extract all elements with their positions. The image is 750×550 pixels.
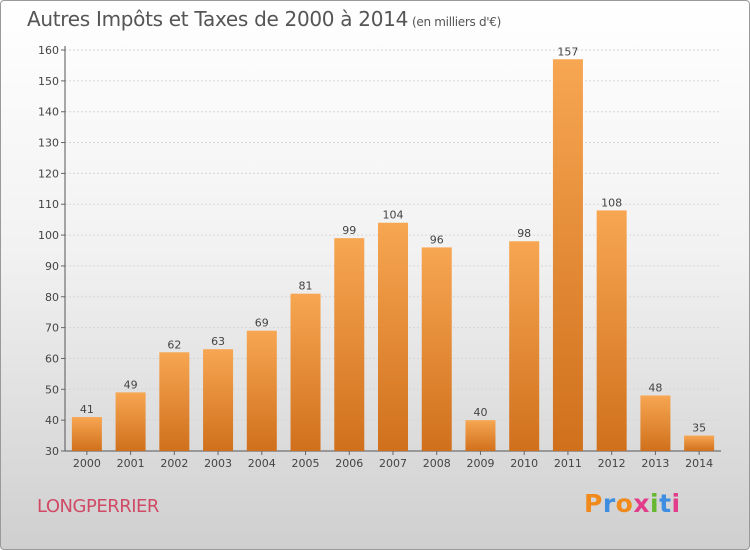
x-tick-label: 2011 [554, 457, 582, 470]
bar-2012 [596, 210, 627, 451]
bar-value-label: 157 [557, 45, 578, 58]
bars [71, 59, 715, 451]
bar-2001 [115, 392, 146, 451]
y-tick-label: 80 [45, 291, 59, 304]
y-tick-label: 150 [38, 75, 59, 88]
logo-letter: i [671, 489, 681, 518]
logo-letter: o [615, 489, 634, 518]
y-tick-label: 70 [45, 322, 59, 335]
bar-2003 [203, 349, 234, 451]
bar-value-label: 49 [124, 378, 138, 391]
bar-2011 [552, 59, 583, 451]
bar-2007 [378, 222, 408, 451]
labels: 30 40 50 60 70 80 90 100 110 120 130 140 150 160 41 200… [38, 44, 713, 470]
x-tick-label: 2008 [423, 457, 451, 470]
bar-2006 [334, 238, 365, 451]
x-tick-label: 2005 [292, 457, 320, 470]
x-tick-label: 2007 [379, 457, 407, 470]
bar-2004 [246, 330, 277, 451]
bar-value-label: 40 [473, 406, 487, 419]
bar-2014 [684, 435, 715, 451]
logo-letter: i [650, 489, 660, 518]
bar-value-label: 41 [80, 403, 94, 416]
title-unit: (en milliers d'€) [412, 15, 502, 29]
proxiti-logo: Proxiti [584, 489, 681, 518]
x-tick-label: 2009 [466, 457, 494, 470]
y-tick-label: 140 [38, 106, 59, 119]
bar-2000 [71, 417, 102, 451]
y-tick-label: 130 [38, 137, 59, 150]
x-tick-label: 2014 [685, 457, 713, 470]
bar-2013 [640, 395, 671, 451]
x-tick-label: 2004 [248, 457, 276, 470]
logo-letter: P [584, 489, 603, 518]
y-tick-label: 30 [45, 445, 59, 458]
bar-value-label: 62 [167, 338, 181, 351]
bar-value-label: 104 [383, 209, 404, 222]
x-tick-label: 2003 [204, 457, 232, 470]
y-tick-label: 100 [38, 229, 59, 242]
x-tick-label: 2002 [160, 457, 188, 470]
x-tick-label: 2013 [641, 457, 669, 470]
title-text: Autres Impôts et Taxes de 2000 à 2014 [27, 7, 408, 31]
y-tick-label: 40 [45, 414, 59, 427]
x-tick-label: 2012 [598, 457, 626, 470]
x-tick-label: 2006 [335, 457, 363, 470]
x-tick-label: 2000 [73, 457, 101, 470]
bar-value-label: 108 [601, 196, 622, 209]
bar-2002 [159, 352, 190, 451]
bar-value-label: 81 [299, 280, 313, 293]
x-tick-label: 2010 [510, 457, 538, 470]
chart-title: Autres Impôts et Taxes de 2000 à 2014 (en… [27, 7, 501, 31]
bar-value-label: 63 [211, 335, 225, 348]
town-name: LONGPERRIER [37, 496, 159, 517]
y-tick-label: 90 [45, 260, 59, 273]
bar-2008 [421, 247, 452, 451]
bar-value-label: 69 [255, 317, 269, 330]
logo-letter: t [659, 489, 672, 518]
logo-letter: r [602, 489, 616, 518]
bar-2010 [509, 241, 540, 451]
bar-value-label: 48 [648, 381, 662, 394]
bar-value-label: 35 [692, 422, 706, 435]
logo-letter: x [633, 489, 650, 518]
y-tick-label: 120 [38, 167, 59, 180]
y-tick-label: 160 [38, 44, 59, 57]
bar-value-label: 96 [430, 233, 444, 246]
y-tick-label: 50 [45, 383, 59, 396]
bar-2009 [465, 420, 496, 451]
y-tick-label: 60 [45, 352, 59, 365]
bar-value-label: 99 [342, 224, 356, 237]
bar-2005 [290, 293, 321, 451]
bar-value-label: 98 [517, 227, 531, 240]
y-tick-label: 110 [38, 198, 59, 211]
x-tick-label: 2001 [117, 457, 145, 470]
